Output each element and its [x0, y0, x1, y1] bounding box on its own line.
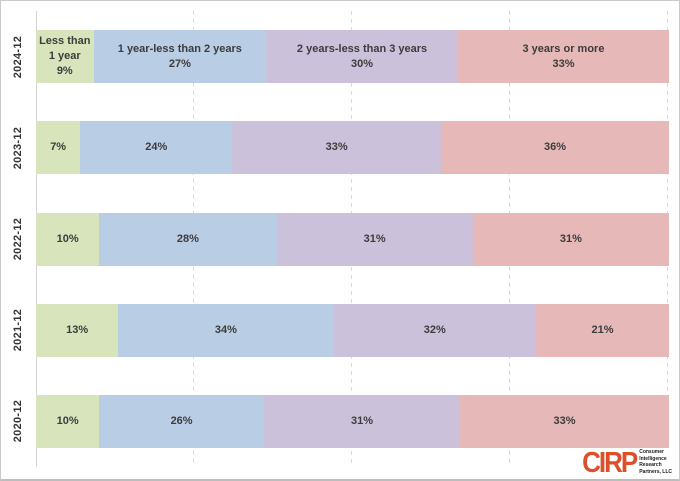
segment-series-name: 1 year-less than 2 years [117, 42, 242, 55]
bar-row-2020-12: 2020-12 10% 26% 31% 33% [1, 376, 669, 467]
segment-series-name: 3 years or more [522, 42, 605, 55]
bar-track-2021-12: 13% 34% 32% 21% [36, 303, 669, 357]
bar-segment: 28% [99, 212, 277, 266]
y-axis-label-text: 2022-12 [12, 217, 25, 261]
bar-row-2023-12: 2023-12 7% 24% 33% 36% [1, 102, 669, 193]
segment-value-label: 30% [351, 57, 374, 70]
bar-row-2022-12: 2022-12 10% 28% 31% 31% [1, 193, 669, 284]
bar-segment: 7% [36, 121, 81, 175]
bar-track-2023-12: 7% 24% 33% 36% [36, 121, 669, 175]
cirp-logo: CIRP Consumer Intelligence Research Partner… [580, 445, 674, 479]
segment-series-name: Less than 1 year [39, 35, 91, 63]
y-axis-label-2023-12: 2023-12 [1, 102, 36, 193]
bar-segment: 1 year-less than 2 years 27% [93, 30, 267, 84]
segment-value-label: 7% [50, 141, 67, 154]
cirp-logo-subtext-line: Research [639, 462, 662, 468]
bar-segment: 32% [333, 303, 537, 357]
bar-segment: 10% [36, 394, 100, 448]
bar-segment: 34% [118, 303, 334, 357]
bar-segment: 2 years-less than 3 years 30% [266, 30, 458, 84]
cirp-logo-text: CIRP [582, 445, 638, 479]
bar-segment: 24% [80, 121, 233, 175]
bar-segment: 33% [232, 121, 442, 175]
segment-value-label: 24% [145, 141, 168, 154]
segment-value-label: 10% [56, 232, 79, 245]
bar-segment: 26% [99, 394, 264, 448]
cirp-logo-subtext-line: Consumer [639, 449, 664, 455]
bar-row-2021-12: 2021-12 13% 34% 32% 21% [1, 285, 669, 376]
cirp-logo-subtext-line: Partners, LLC [639, 468, 672, 475]
y-axis-label-text: 2023-12 [12, 126, 25, 170]
y-axis-label-text: 2020-12 [12, 400, 25, 443]
cirp-logo-subtext: Consumer Intelligence Research Partners, LL… [639, 449, 672, 475]
segment-value-label: 10% [56, 414, 79, 427]
bar-segment: 31% [472, 212, 669, 266]
segment-value-label: 33% [552, 57, 575, 70]
bar-row-2024-12: 2024-12 Less than 1 year 9% 1 year-less tha… [1, 11, 669, 102]
bar-segment: 31% [263, 394, 461, 448]
plot-area: 2024-12 Less than 1 year 9% 1 year-less tha… [1, 11, 669, 467]
bar-segment: 3 years or more 33% [457, 30, 669, 84]
segment-value-label: 33% [553, 414, 576, 427]
segment-value-label: 21% [591, 323, 614, 336]
y-axis-label-text: 2021-12 [12, 308, 25, 352]
segment-value-label: 26% [170, 414, 193, 427]
segment-value-label: 31% [350, 414, 373, 427]
bar-segment: 31% [276, 212, 473, 266]
segment-value-label: 28% [176, 232, 199, 245]
y-axis-label-text: 2024-12 [12, 35, 25, 78]
bar-segment: 21% [536, 303, 669, 357]
bar-track-2024-12: Less than 1 year 9% 1 year-less than 2 yea… [36, 30, 669, 84]
bar-segment: Less than 1 year 9% [36, 30, 94, 84]
bar-segment: 33% [460, 394, 669, 448]
segment-value-label: 9% [56, 65, 73, 78]
bar-segment: 10% [36, 212, 100, 266]
segment-value-label: 36% [544, 141, 567, 154]
bar-segment: 36% [441, 121, 669, 175]
bar-segment: 13% [36, 303, 119, 357]
cirp-logo-subtext-line: Intelligence [639, 455, 667, 462]
segment-value-label: 31% [559, 232, 582, 245]
bar-track-2022-12: 10% 28% 31% 31% [36, 212, 669, 266]
segment-series-name: 2 years-less than 3 years [296, 42, 428, 55]
bar-track-2020-12: 10% 26% 31% 33% [36, 394, 669, 448]
segment-value-label: 13% [66, 323, 89, 336]
y-axis-label-2024-12: 2024-12 [1, 11, 36, 102]
y-axis-label-2020-12: 2020-12 [1, 376, 36, 467]
segment-value-label: 31% [363, 232, 386, 245]
y-axis-label-2022-12: 2022-12 [1, 193, 36, 284]
y-axis-label-2021-12: 2021-12 [1, 285, 36, 376]
segment-value-label: 27% [168, 57, 191, 70]
segment-value-label: 32% [423, 323, 446, 336]
segment-value-label: 33% [325, 141, 348, 154]
segment-value-label: 34% [214, 323, 237, 336]
